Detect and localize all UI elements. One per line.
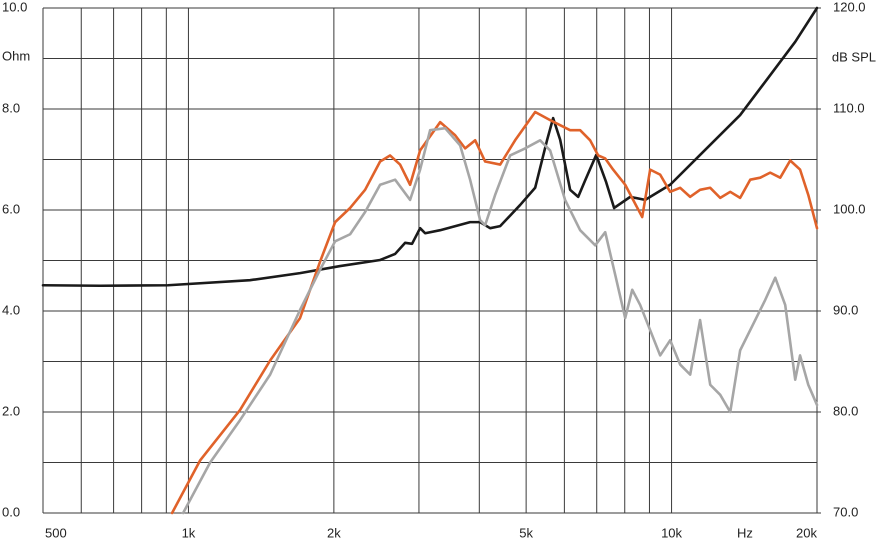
series-line bbox=[181, 126, 819, 515]
y2-tick-label: 70.0 bbox=[833, 504, 858, 519]
y-axis-label: Ohm bbox=[2, 48, 30, 63]
series-line bbox=[41, 6, 819, 288]
y-tick-label: 6.0 bbox=[2, 201, 20, 216]
y-tick-label: 2.0 bbox=[2, 403, 20, 418]
x-tick-label: 20k bbox=[796, 525, 817, 540]
y-tick-label: 8.0 bbox=[2, 100, 20, 115]
x-unit-label: Hz bbox=[737, 525, 753, 540]
x-tick-label: 10k bbox=[661, 525, 682, 540]
series-line bbox=[170, 110, 819, 515]
x-tick-label: 2k bbox=[327, 525, 341, 540]
y2-tick-label: 110.0 bbox=[833, 100, 865, 115]
y2-tick-label: 80.0 bbox=[833, 403, 858, 418]
y-tick-label: 4.0 bbox=[2, 302, 20, 317]
y2-axis-label: dB SPL bbox=[832, 49, 876, 64]
y2-tick-label: 100.0 bbox=[833, 201, 866, 216]
y-tick-label: 0.0 bbox=[2, 504, 20, 519]
x-tick-label: 1k bbox=[182, 525, 196, 540]
y-tick-label: 10.0 bbox=[2, 0, 27, 14]
y2-tick-label: 120.0 bbox=[833, 0, 866, 14]
y2-tick-label: 90.0 bbox=[833, 302, 858, 317]
x-tick-label: 500 bbox=[45, 525, 67, 540]
x-tick-label: 5k bbox=[519, 525, 533, 540]
